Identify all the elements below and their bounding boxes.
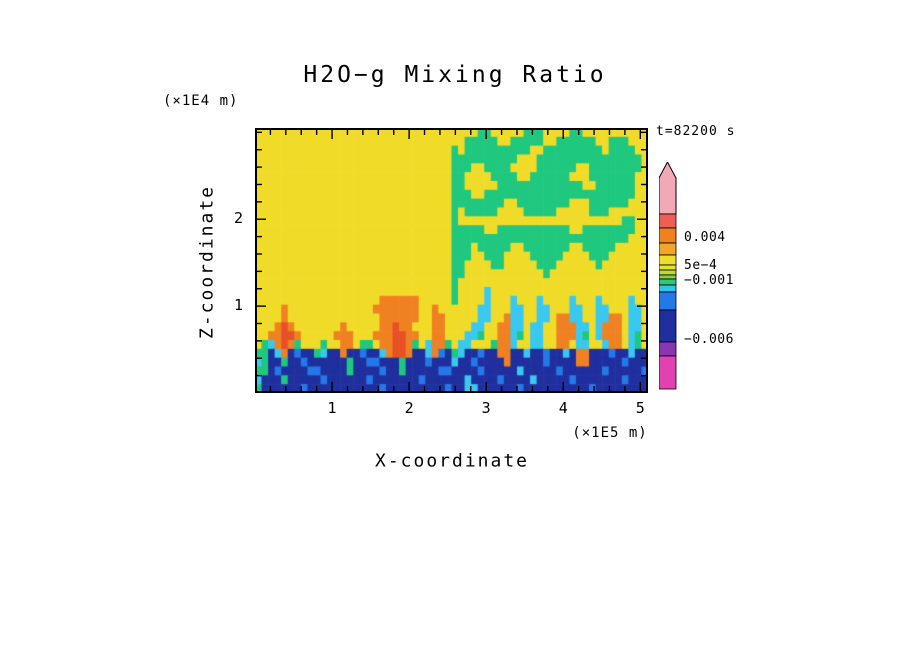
x-tick-label: 4: [558, 399, 568, 417]
y-axis-label: Z-coordinate: [196, 184, 218, 340]
colorbar-label: −0.001: [684, 273, 734, 288]
colorbar-scale: [658, 160, 677, 390]
x-tick-label: 1: [327, 399, 337, 417]
x-tick-label: 3: [481, 399, 491, 417]
x-axis-unit: (×1E5 m): [572, 425, 648, 441]
colorbar: [658, 160, 679, 396]
y-axis-unit: (×1E4 m): [163, 93, 239, 109]
chart-title: H2O−g Mixing Ratio: [303, 62, 607, 88]
plot-area: [255, 128, 648, 393]
x-tick-label: 5: [635, 399, 645, 417]
colorbar-label: 5e−4: [684, 258, 718, 273]
axes-ticks-frame: [255, 128, 648, 393]
y-tick-label: 1: [233, 296, 243, 315]
x-axis-label: X-coordinate: [374, 450, 530, 472]
time-label: t=82200 s: [656, 124, 736, 139]
colorbar-label: 0.004: [684, 230, 726, 245]
colorbar-label: −0.006: [684, 332, 734, 347]
x-tick-label: 2: [404, 399, 414, 417]
heatmap-canvas: [255, 128, 648, 393]
y-tick-label: 2: [233, 209, 243, 228]
